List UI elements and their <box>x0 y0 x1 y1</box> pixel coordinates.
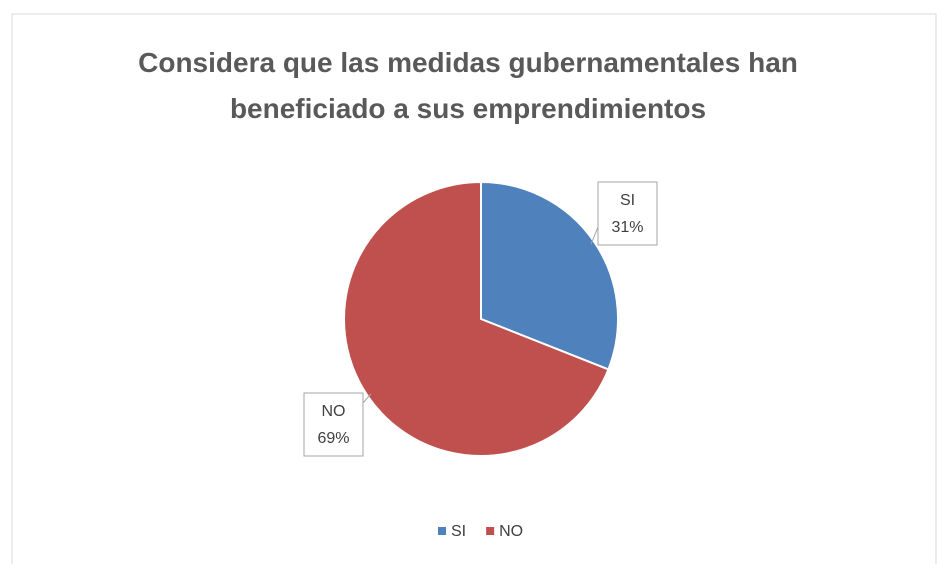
pie-slice <box>480 180 619 371</box>
callout-line <box>590 226 599 245</box>
legend-label: SI <box>451 523 466 540</box>
chart-frame <box>11 13 937 564</box>
data-label-category: NO <box>322 403 346 420</box>
legend-swatch <box>438 527 446 535</box>
chart-title: Considera que las medidas gubernamentale… <box>138 47 798 124</box>
callout-box <box>597 181 658 246</box>
callout-box <box>303 392 364 457</box>
data-label-category: SI <box>620 192 635 209</box>
pie-slice <box>343 180 610 457</box>
legend-label: NO <box>499 523 523 540</box>
data-label-value: 31% <box>611 219 643 236</box>
data-label-value: 69% <box>317 430 349 447</box>
legend-swatch <box>486 527 495 535</box>
callout-line <box>362 393 372 404</box>
